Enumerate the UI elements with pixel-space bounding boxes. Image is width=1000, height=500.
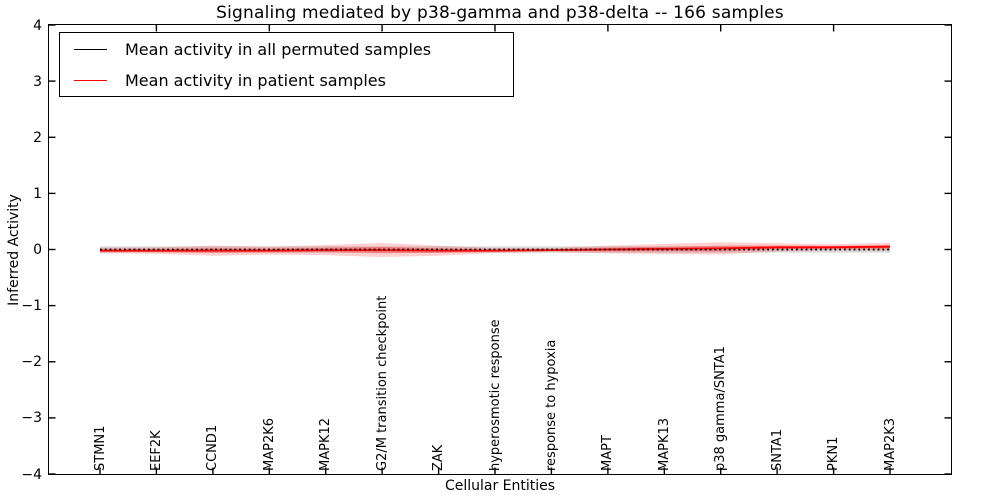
y-tick-label: 1	[33, 185, 42, 202]
y-tick-label: 4	[33, 17, 42, 34]
legend: Mean activity in all permuted samples Me…	[59, 32, 514, 97]
legend-entry-patient: Mean activity in patient samples	[60, 65, 513, 95]
y-tick-label: −3	[21, 410, 42, 427]
legend-label-patient: Mean activity in patient samples	[125, 70, 386, 90]
x-tick-label: EEF2K	[148, 430, 164, 471]
y-tick-label: −1	[21, 298, 42, 315]
x-tick-label: PKN1	[826, 436, 842, 471]
y-tick-label: 2	[33, 129, 42, 146]
x-tick-label: MAP2K3	[882, 417, 898, 471]
x-tick-label: MAP2K6	[261, 417, 277, 471]
y-tick-label: −2	[21, 354, 42, 371]
x-tick-label: MAPK12	[318, 417, 334, 471]
x-tick-label: SNTA1	[769, 428, 785, 471]
chart-title: Signaling mediated by p38-gamma and p38-…	[216, 3, 784, 23]
x-tick-label: ZAK	[431, 444, 447, 471]
plot-area: Mean activity in all permuted samples Me…	[48, 24, 952, 475]
y-tick-label: 0	[33, 242, 42, 258]
x-tick-label: MAPT	[600, 435, 616, 471]
plot-svg	[49, 25, 951, 474]
x-tick-label: MAPK13	[656, 417, 672, 471]
x-axis-label: Cellular Entities	[444, 478, 556, 494]
x-tick-label: response to hypoxia	[543, 339, 559, 471]
x-tick-label: hyperosmotic response	[487, 319, 503, 471]
legend-label-permuted: Mean activity in all permuted samples	[125, 39, 432, 59]
permuted-line-swatch	[74, 48, 107, 50]
x-tick-label: G2/M transition checkpoint	[374, 295, 390, 471]
x-tick-label: p38 gamma/SNTA1	[713, 346, 729, 471]
legend-entry-permuted: Mean activity in all permuted samples	[60, 34, 513, 64]
y-tick-label: −4	[21, 466, 42, 483]
x-tick-label: CCND1	[205, 424, 221, 471]
x-tick-label: STMN1	[92, 425, 108, 471]
y-tick-label: 3	[33, 73, 42, 90]
patient-line-swatch	[74, 79, 107, 81]
